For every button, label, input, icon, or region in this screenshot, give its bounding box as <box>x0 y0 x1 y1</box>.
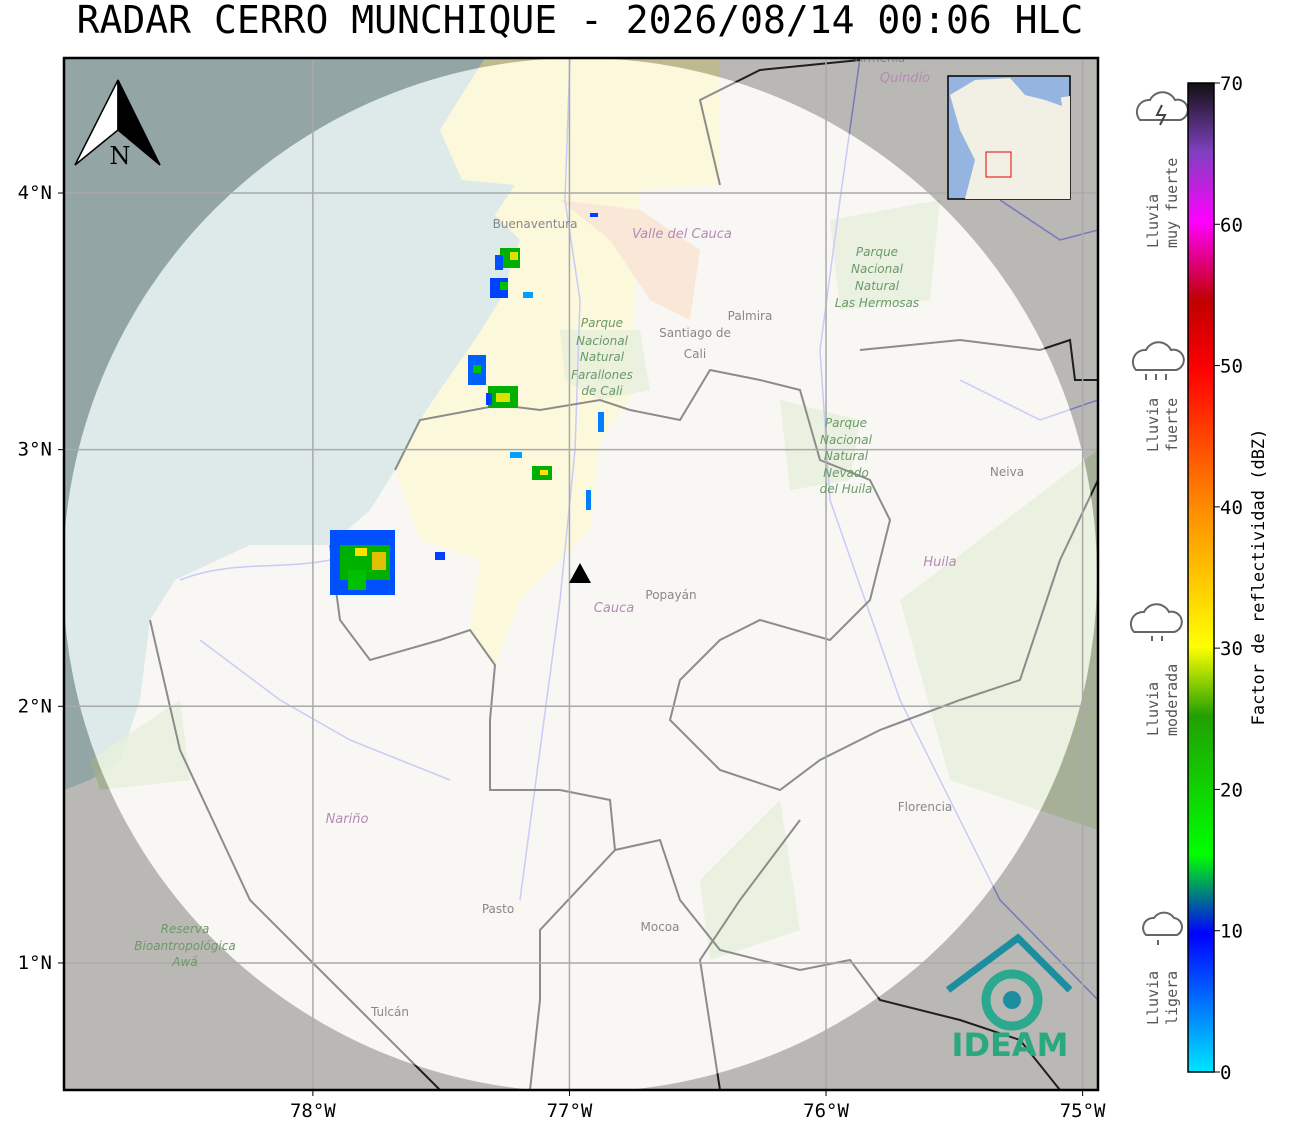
legend-line: Lluvia <box>1144 398 1162 452</box>
legend-line: muy fuerte <box>1163 158 1181 248</box>
colorbar-tick-label: 70 <box>1220 73 1243 95</box>
x-tick-label: 77°W <box>547 1100 593 1122</box>
logo-text: IDEAM <box>952 1026 1069 1064</box>
place-label: Valle del Cauca <box>632 227 732 242</box>
place-label: Armenia <box>855 51 905 65</box>
place-label: Nariño <box>326 812 369 827</box>
y-tick-label: 2°N <box>18 695 52 717</box>
legend-line: ligera <box>1163 971 1181 1025</box>
place-label: Cali <box>684 347 706 361</box>
radar-site <box>569 563 591 583</box>
place-label: Farallones <box>571 368 633 382</box>
place-label: Natural <box>824 449 869 463</box>
place-label: Popayán <box>645 588 696 602</box>
y-tick-label: 4°N <box>18 182 52 204</box>
place-label: Natural <box>580 350 625 364</box>
colorbar-tick-label: 20 <box>1220 779 1243 801</box>
place-label: Parque <box>856 245 898 259</box>
legend-line: Lluvia <box>1144 971 1162 1025</box>
inset-map <box>947 75 1071 200</box>
place-label: Buenaventura <box>493 217 578 231</box>
legend-line: Lluvia <box>1144 194 1162 248</box>
place-label: Pasto <box>482 902 514 916</box>
map: Armenia Quindío Buenaventura Valle del C… <box>64 51 1098 1090</box>
colorbar-label: Factor de reflectividad (dBZ) <box>1249 429 1269 726</box>
legend-line: moderada <box>1163 664 1181 736</box>
y-tick-label: 1°N <box>18 952 52 974</box>
colorbar-tick-label: 50 <box>1220 356 1243 378</box>
place-label: Parque <box>825 416 867 430</box>
ideam-logo: IDEAM <box>945 933 1073 1064</box>
colorbar-tick-label: 60 <box>1220 214 1243 236</box>
place-label: del Huila <box>820 482 873 496</box>
radar-echoes <box>330 213 604 595</box>
colorbar-tick-label: 0 <box>1220 1062 1231 1084</box>
place-label: Santiago de <box>659 326 731 340</box>
north-arrow: N <box>74 79 161 170</box>
legend-line: fuerte <box>1163 398 1181 452</box>
place-label: Parque <box>581 316 623 330</box>
legend-line: Lluvia <box>1144 682 1162 736</box>
place-label: Palmira <box>728 309 773 323</box>
x-tick-label: 75°W <box>1060 1100 1106 1122</box>
place-label: de Cali <box>581 384 623 398</box>
place-label: Quindío <box>880 71 930 86</box>
legend-icons <box>1129 91 1189 945</box>
place-label: Bioantropológica <box>134 939 235 953</box>
place-label: Nacional <box>851 262 904 276</box>
place-label: Nacional <box>576 334 629 348</box>
map-axes: 78°W 77°W 76°W 75°W 4°N 3°N 2°N 1°N <box>18 182 1106 1122</box>
place-label: Nacional <box>820 433 873 447</box>
legend: Lluvia muy fuerte Lluvia fuerte Lluvia m… <box>1144 158 1181 1025</box>
colorbar-tick-label: 10 <box>1220 921 1243 943</box>
colorbar-axis: 0 10 20 30 40 50 60 70 <box>1214 73 1243 1084</box>
x-tick-label: 78°W <box>290 1100 336 1122</box>
place-label: Neiva <box>990 465 1024 479</box>
graticule <box>64 58 1098 1090</box>
place-labels: Armenia Quindío Buenaventura Valle del C… <box>134 51 1024 1019</box>
colorbar <box>1187 82 1215 1073</box>
colorbar-tick-label: 30 <box>1220 638 1243 660</box>
colorbar-tick-label: 40 <box>1220 497 1243 519</box>
title: RADAR CERRO MUNCHIQUE - 2026/08/14 00:06… <box>77 0 1084 42</box>
y-tick-label: 3°N <box>18 439 52 461</box>
place-label: Nevado <box>823 466 869 480</box>
place-label: Reserva <box>161 922 210 936</box>
x-tick-label: 76°W <box>803 1100 849 1122</box>
place-label: Huila <box>923 555 956 570</box>
place-label: Las Hermosas <box>835 296 919 310</box>
place-label: Cauca <box>594 601 634 616</box>
place-label: Tulcán <box>370 1005 409 1019</box>
place-label: Mocoa <box>641 920 680 934</box>
north-label: N <box>110 142 131 170</box>
place-label: Florencia <box>898 800 953 814</box>
map-frame <box>62 56 1100 1092</box>
place-label: Awá <box>171 955 197 969</box>
place-label: Natural <box>855 279 900 293</box>
